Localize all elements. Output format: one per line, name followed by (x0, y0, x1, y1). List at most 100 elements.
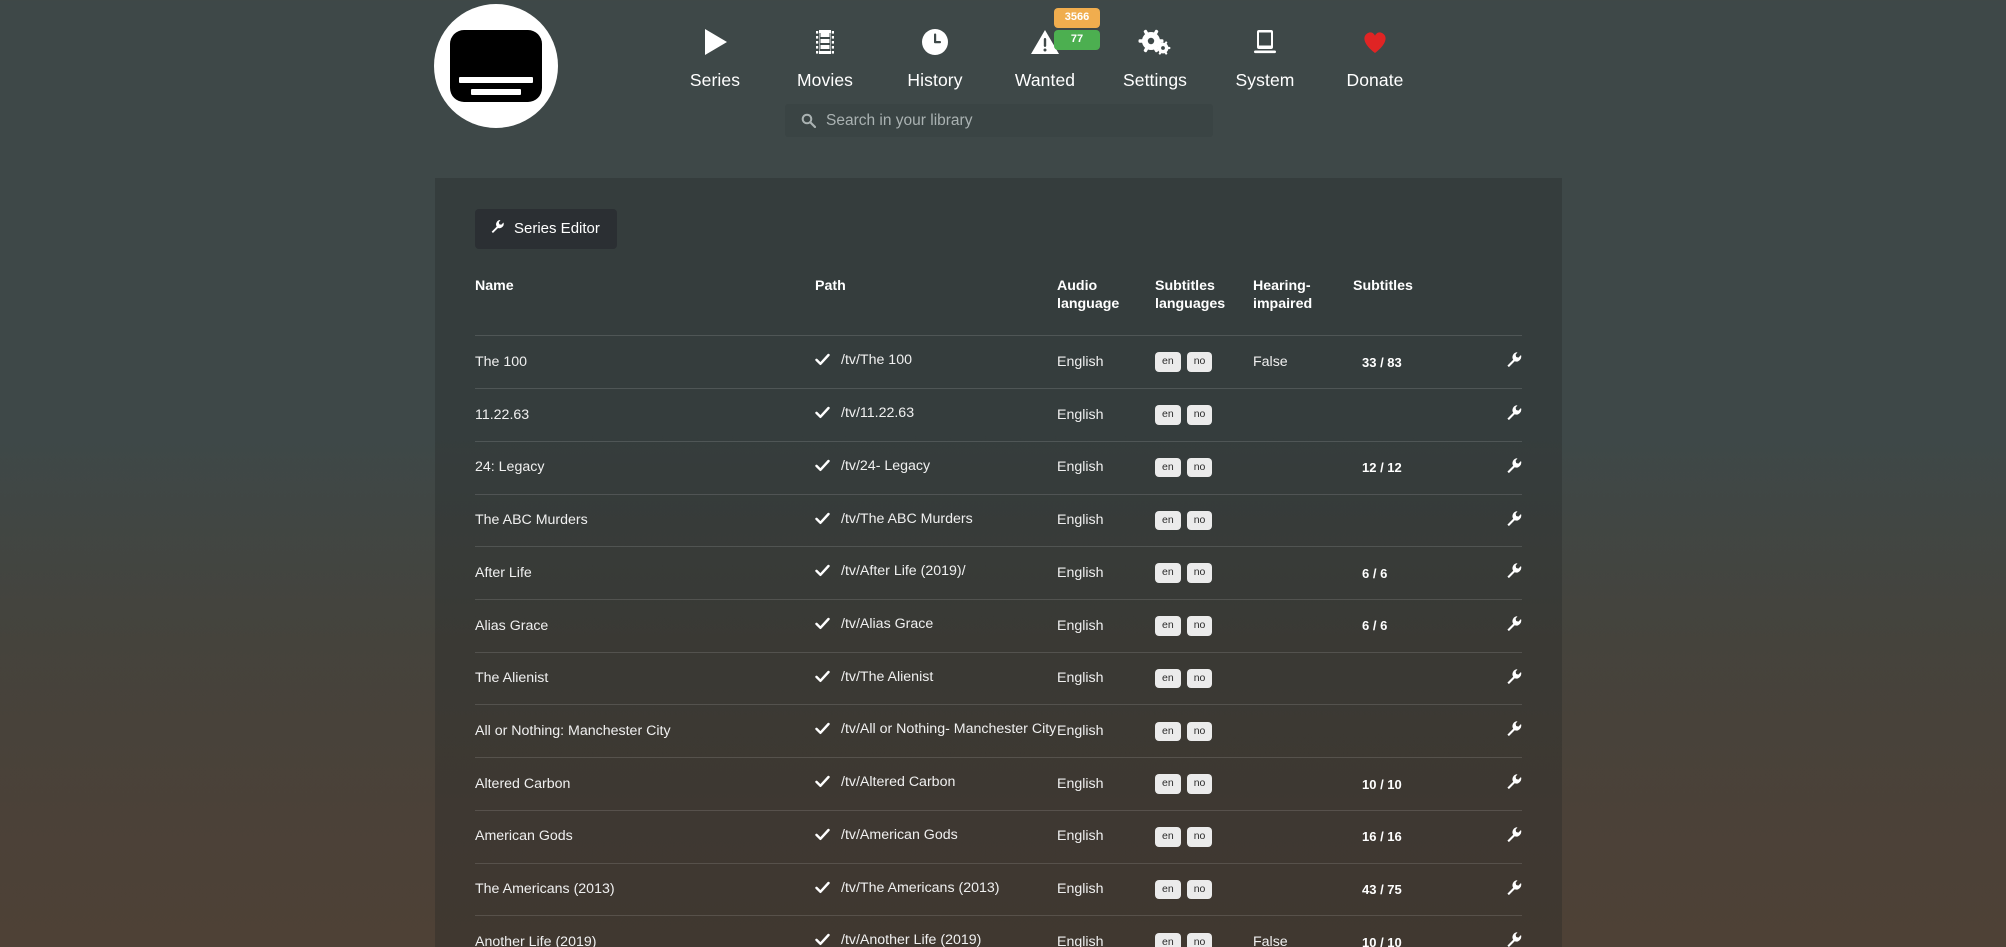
table-row[interactable]: The Alienist/tv/The Alienist English en no (475, 651, 1522, 705)
nav-item-settings[interactable]: Settings (1100, 14, 1210, 91)
language-badge[interactable]: no (1186, 721, 1213, 742)
language-badge[interactable]: en (1155, 563, 1181, 583)
nav-label-system: System (1235, 70, 1295, 90)
row-edit-button[interactable] (1506, 879, 1522, 895)
nav-item-system[interactable]: System (1210, 14, 1320, 91)
gears-icon (1138, 22, 1172, 62)
check-icon (815, 827, 830, 848)
check-icon (815, 563, 830, 584)
path-text: /tv/The Americans (2013) (841, 879, 1000, 896)
language-badge[interactable]: en (1155, 774, 1181, 794)
cell-audio-language: English (1057, 388, 1155, 442)
language-badge[interactable]: no (1186, 457, 1213, 478)
language-badge[interactable]: en (1155, 827, 1181, 847)
series-editor-button[interactable]: Series Editor (475, 209, 617, 249)
logo-bar-bottom (471, 89, 521, 95)
sublang-line-1: Subtitles (1155, 278, 1215, 294)
cell-path: /tv/The ABC Murders (815, 493, 1057, 547)
cell-subtitles-progress (1353, 704, 1481, 758)
cell-row-action (1481, 915, 1522, 947)
language-badge[interactable]: en (1155, 352, 1181, 372)
table-row[interactable]: After Life/tv/After Life (2019)/ English e… (475, 546, 1522, 600)
column-header-hearing-impaired[interactable]: Hearing- impaired (1253, 277, 1353, 336)
table-row[interactable]: Altered Carbon/tv/Altered Carbon English e… (475, 757, 1522, 811)
language-badge[interactable]: en (1155, 932, 1181, 947)
cell-path: /tv/24- Legacy (815, 440, 1057, 495)
row-edit-button[interactable] (1506, 562, 1522, 579)
language-badge[interactable]: no (1186, 879, 1213, 900)
nav-item-history[interactable]: History (880, 14, 990, 91)
cell-series-name: American Gods (475, 809, 815, 864)
language-badge[interactable]: no (1186, 616, 1213, 636)
search-input[interactable] (826, 111, 1203, 130)
language-badge[interactable]: en (1155, 668, 1181, 689)
cell-audio-language: English (1057, 651, 1155, 705)
column-header-subtitles[interactable]: Subtitles (1353, 278, 1413, 294)
language-badge[interactable]: en (1155, 405, 1181, 425)
bazarr-logo[interactable] (434, 4, 558, 128)
nav-item-movies[interactable]: Movies (770, 14, 880, 91)
table-row[interactable]: The ABC Murders/tv/The ABC Murders Englis… (475, 493, 1522, 547)
language-badge[interactable]: en (1155, 510, 1181, 531)
cell-row-action (1481, 599, 1522, 653)
table-row[interactable]: Another Life (2019) /tv/Another Life (201… (475, 915, 1522, 947)
cell-path: /tv/American Gods (815, 809, 1057, 864)
row-edit-button[interactable] (1506, 668, 1522, 684)
cell-hearing-impaired (1253, 546, 1353, 600)
language-badge[interactable]: no (1186, 510, 1213, 531)
cell-audio-language: English (1057, 809, 1155, 864)
check-icon (815, 721, 830, 742)
table-row[interactable]: 11.22.63/tv/11.22.63 English en no (475, 388, 1522, 442)
cell-series-name: 24: Legacy (475, 440, 815, 495)
search-bar[interactable] (785, 104, 1213, 137)
check-icon (815, 669, 830, 690)
row-edit-button[interactable] (1506, 826, 1522, 842)
row-edit-button[interactable] (1506, 510, 1522, 526)
language-badge[interactable]: no (1186, 352, 1213, 372)
language-badge[interactable]: no (1186, 668, 1213, 689)
hi-line-2: impaired (1253, 296, 1313, 313)
cell-hearing-impaired (1253, 862, 1353, 916)
row-edit-button[interactable] (1506, 615, 1522, 632)
language-badge[interactable]: no (1186, 774, 1213, 794)
language-badge[interactable]: en (1155, 721, 1181, 742)
cell-hearing-impaired (1253, 388, 1353, 442)
column-header-path[interactable]: Path (815, 278, 846, 294)
row-edit-button[interactable] (1506, 720, 1522, 737)
table-row[interactable]: American Gods/tv/American Gods English en n… (475, 809, 1522, 864)
row-edit-button[interactable] (1506, 404, 1522, 421)
column-header-subtitles-languages[interactable]: Subtitles languages (1155, 277, 1253, 336)
cell-audio-language: English (1057, 440, 1155, 495)
language-badge[interactable]: no (1186, 827, 1213, 847)
column-header-audio-language[interactable]: Audio language (1057, 277, 1155, 336)
cell-subtitles-languages: en no (1155, 599, 1253, 653)
row-edit-button[interactable] (1506, 931, 1522, 947)
row-edit-button[interactable] (1506, 457, 1522, 473)
cell-subtitles-progress: 33 / 83 (1353, 335, 1481, 389)
language-badge[interactable]: en (1155, 879, 1181, 900)
cell-subtitles-progress (1353, 388, 1481, 442)
row-edit-button[interactable] (1506, 773, 1522, 790)
check-icon (815, 352, 830, 373)
table-row[interactable]: The Americans (2013) /tv/The Americans (2… (475, 862, 1522, 916)
language-badge[interactable]: en (1155, 616, 1181, 636)
row-edit-button[interactable] (1506, 351, 1522, 368)
language-badge[interactable]: no (1186, 563, 1213, 583)
language-badge[interactable]: no (1186, 405, 1213, 425)
table-row[interactable]: The 100/tv/The 100EnglishennoFalse33 / 8… (475, 335, 1522, 389)
table-row[interactable]: All or Nothing: Manchester City/tv/All o… (475, 704, 1522, 758)
cell-hearing-impaired: False (1253, 335, 1353, 389)
nav-item-donate[interactable]: Donate (1320, 14, 1430, 91)
nav-item-wanted[interactable]: 3566 77 Wanted (990, 8, 1100, 91)
language-badge[interactable]: en (1155, 457, 1181, 478)
column-header-name[interactable]: Name (475, 278, 514, 294)
nav-item-series[interactable]: Series (660, 14, 770, 91)
check-icon (815, 932, 830, 947)
cell-series-name: The 100 (475, 335, 815, 389)
cell-path: /tv/11.22.63 (815, 388, 1057, 442)
cell-path: /tv/After Life (2019)/ (815, 546, 1057, 600)
path-text: /tv/Another Life (2019) (841, 932, 982, 947)
language-badge[interactable]: no (1186, 932, 1213, 947)
